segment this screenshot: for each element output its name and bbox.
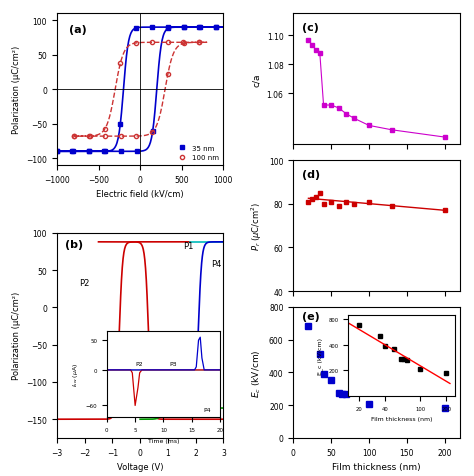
- 100 nm: [165, 72, 171, 78]
- 35 nm: [197, 25, 203, 31]
- Text: (b): (b): [65, 239, 83, 249]
- Text: (e): (e): [301, 311, 319, 321]
- 35 nm: [102, 149, 108, 155]
- 100 nm: [87, 134, 92, 139]
- Text: (c): (c): [301, 23, 319, 33]
- Legend: 35 nm, 100 nm: 35 nm, 100 nm: [175, 144, 220, 162]
- 35 nm: [134, 149, 139, 155]
- 35 nm: [213, 25, 219, 31]
- Y-axis label: Polarization (μC/cm²): Polarization (μC/cm²): [12, 292, 21, 380]
- Y-axis label: c/a: c/a: [252, 73, 261, 86]
- 35 nm: [133, 26, 139, 32]
- Text: P2: P2: [79, 278, 90, 288]
- 100 nm: [71, 134, 76, 139]
- 35 nm: [101, 149, 107, 155]
- 35 nm: [118, 149, 124, 155]
- 35 nm: [182, 25, 187, 31]
- 35 nm: [165, 25, 171, 31]
- 35 nm: [150, 129, 155, 135]
- 35 nm: [197, 25, 202, 31]
- Y-axis label: Polarization (μC/cm²): Polarization (μC/cm²): [12, 46, 21, 134]
- 100 nm: [164, 40, 170, 46]
- X-axis label: Electric field (kV/cm): Electric field (kV/cm): [96, 190, 184, 199]
- Text: (d): (d): [301, 170, 320, 180]
- 100 nm: [180, 40, 186, 46]
- 100 nm: [102, 134, 108, 139]
- Y-axis label: $E_c$ (kV/cm): $E_c$ (kV/cm): [251, 348, 264, 397]
- Text: P4: P4: [211, 260, 221, 269]
- 35 nm: [86, 149, 91, 155]
- Line: 100 nm: 100 nm: [72, 41, 201, 139]
- Line: 35 nm: 35 nm: [55, 26, 218, 154]
- X-axis label: Voltage (V): Voltage (V): [117, 462, 164, 471]
- 100 nm: [196, 40, 201, 46]
- 35 nm: [149, 25, 155, 31]
- 100 nm: [86, 134, 92, 139]
- 100 nm: [134, 134, 139, 139]
- X-axis label: Film thickness (nm): Film thickness (nm): [332, 462, 421, 471]
- 100 nm: [181, 41, 186, 47]
- 100 nm: [133, 41, 139, 47]
- 100 nm: [149, 40, 155, 46]
- 35 nm: [70, 149, 76, 155]
- 35 nm: [165, 27, 171, 32]
- 35 nm: [54, 149, 60, 155]
- 100 nm: [71, 134, 76, 139]
- 100 nm: [118, 61, 123, 67]
- 35 nm: [54, 149, 60, 155]
- Y-axis label: $P_r$ ($\mu$C/cm$^2$): $P_r$ ($\mu$C/cm$^2$): [249, 202, 264, 250]
- Text: (a): (a): [69, 25, 86, 35]
- 100 nm: [118, 134, 124, 139]
- 35 nm: [86, 149, 92, 155]
- 35 nm: [213, 25, 219, 31]
- 35 nm: [181, 25, 187, 31]
- Text: P1: P1: [183, 241, 193, 250]
- 35 nm: [70, 149, 75, 155]
- 35 nm: [118, 121, 123, 127]
- 100 nm: [102, 127, 108, 133]
- Text: P3: P3: [154, 388, 164, 397]
- 100 nm: [196, 40, 202, 46]
- 100 nm: [149, 130, 155, 136]
